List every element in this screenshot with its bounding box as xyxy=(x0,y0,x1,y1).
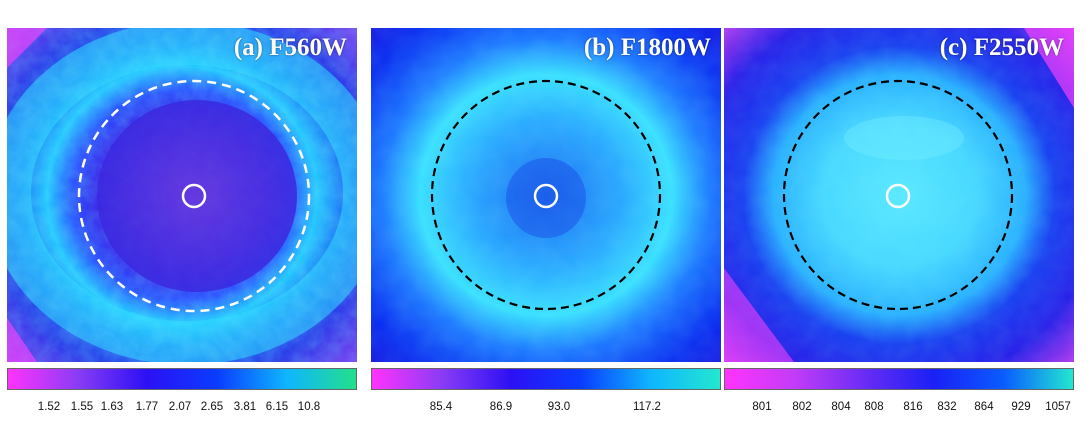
colorbar-tick-label: 6.15 xyxy=(265,401,289,413)
panel-a-colorbar-ticks: 1.52 1.55 1.63 1.77 2.07 2.65 3.81 6.15 10.8 xyxy=(7,401,357,417)
panel-a-colorbar xyxy=(7,368,357,390)
colorbar-tick-label: 801 xyxy=(752,401,772,413)
colorbar-tick-label: 86.9 xyxy=(489,401,513,413)
panel-c-title: (c) F2550W xyxy=(939,34,1064,61)
panel-c-colorbar-ticks: 801 802 804 808 816 832 864 929 1057 xyxy=(724,401,1074,417)
colorbar-tick-label: 1.52 xyxy=(37,401,61,413)
panel-b-image: (b) F1800W xyxy=(371,28,721,362)
colorbar-tick-label: 1057 xyxy=(1045,401,1071,413)
colorbar-tick-label: 10.8 xyxy=(297,401,321,413)
colorbar-tick-label: 864 xyxy=(974,401,994,413)
panel-c-image: (c) F2550W xyxy=(724,28,1074,362)
panel-b-colorbar xyxy=(371,368,721,390)
panel-c-center-circle xyxy=(885,183,911,209)
colorbar-tick-label: 832 xyxy=(937,401,957,413)
colorbar-tick-label: 2.07 xyxy=(168,401,192,413)
colorbar-tick-label: 117.2 xyxy=(633,401,661,413)
colorbar-tick-label: 816 xyxy=(903,401,923,413)
colorbar-tick-label: 3.81 xyxy=(233,401,257,413)
panel-b-dashed-circle xyxy=(430,79,662,311)
panel-b-title: (b) F1800W xyxy=(583,34,711,61)
panel-b-nebula-map xyxy=(371,28,721,362)
panel-c-nebula-map xyxy=(724,28,1074,362)
colorbar-tick-label: 2.65 xyxy=(200,401,224,413)
panel-b-colorbar-ticks: 85.4 86.9 93.0 117.2 xyxy=(371,401,721,417)
colorbar-tick-label: 93.0 xyxy=(547,401,571,413)
colorbar-tick-label: 1.63 xyxy=(100,401,124,413)
colorbar-tick-label: 804 xyxy=(831,401,851,413)
colorbar-tick-label: 808 xyxy=(864,401,884,413)
colorbar-tick-label: 802 xyxy=(792,401,812,413)
colorbar-tick-label: 1.77 xyxy=(135,401,159,413)
panel-b-center-circle xyxy=(533,183,559,209)
panel-c-dashed-circle xyxy=(782,79,1014,311)
panel-a-dashed-circle xyxy=(77,79,311,313)
panel-c-colorbar xyxy=(724,368,1074,390)
colorbar-tick-label: 929 xyxy=(1011,401,1031,413)
panel-a-title: (a) F560W xyxy=(233,34,347,61)
panel-a-nebula-map xyxy=(7,28,357,362)
colorbar-tick-label: 85.4 xyxy=(429,401,453,413)
panel-a-center-circle xyxy=(181,183,207,209)
panel-a-image: (a) F560W xyxy=(7,28,357,362)
colorbar-tick-label: 1.55 xyxy=(70,401,94,413)
